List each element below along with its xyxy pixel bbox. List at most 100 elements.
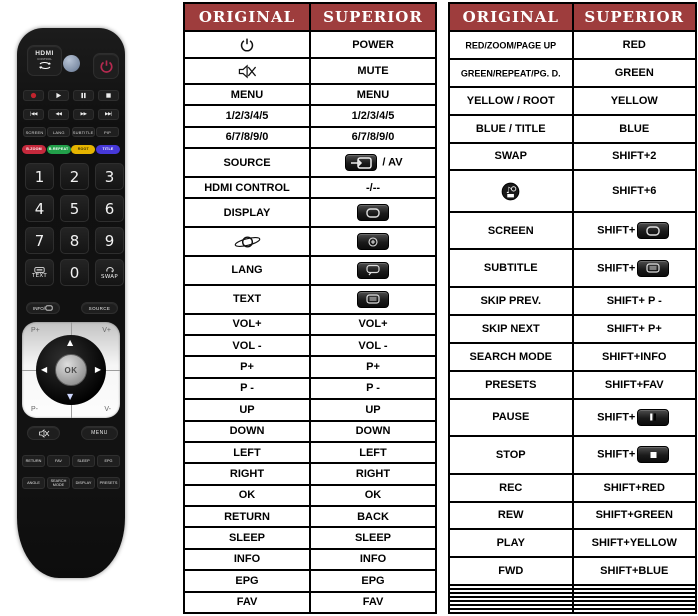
program-down-key[interactable]: P- [31, 406, 38, 413]
power-button[interactable] [93, 53, 119, 79]
digit-3-button[interactable]: 3 [95, 163, 124, 190]
skip-next-button[interactable]: ▶▶| [98, 109, 119, 120]
svg-text:♪: ♪ [506, 186, 511, 196]
digit-6-button[interactable]: 6 [95, 195, 124, 222]
display-key-icon [637, 222, 670, 240]
superior-text: 1/2/3/4/5 [351, 110, 395, 123]
fast-forward-button[interactable]: ▶▶ [73, 109, 94, 120]
digit-8-button[interactable]: 8 [60, 227, 89, 254]
cell-original: LANG [183, 255, 311, 286]
original-text: FAV [236, 596, 258, 609]
table-row: DOWN DOWN [183, 419, 437, 443]
fav-button[interactable]: FAV [47, 455, 70, 467]
source-button[interactable]: SOURCE [81, 302, 118, 314]
stop-btn-icon [642, 449, 664, 461]
volume-down-key[interactable]: V- [104, 406, 111, 413]
display-mini-icon [45, 305, 53, 311]
info-button[interactable]: INFO/ [26, 302, 60, 314]
hdmi-control-button[interactable]: HDMI CONTROL [27, 45, 62, 76]
cell-superior: GREEN [571, 57, 697, 88]
cell-superior: BLUE [571, 113, 697, 144]
swap-button[interactable]: SWAP [95, 259, 124, 286]
superior-text: BLUE [619, 122, 650, 135]
original-text: REC [499, 481, 523, 494]
cell-superior: POWER [309, 29, 437, 60]
text-button[interactable]: TEXT [25, 259, 54, 286]
digit-1-button[interactable]: 1 [25, 163, 54, 190]
digit-5-button[interactable]: 5 [60, 195, 89, 222]
left-arrow-icon[interactable]: ◀ [41, 365, 48, 374]
digit-2-button[interactable]: 2 [60, 163, 89, 190]
cell-superior: RIGHT [309, 462, 437, 486]
root-color-button[interactable]: ROOT [71, 145, 96, 154]
text-btn-icon [642, 262, 664, 274]
program-up-key[interactable]: P+ [31, 327, 40, 334]
original-text: SKIP PREV. [480, 295, 542, 308]
down-arrow-icon[interactable]: ▼ [67, 392, 74, 401]
subtitle-button[interactable]: SUBTITLE [71, 127, 95, 137]
play-button[interactable] [48, 90, 69, 101]
superior-text: SHIFT+BLUE [600, 565, 669, 578]
original-text: PLAY [496, 537, 525, 550]
table-row [183, 226, 437, 258]
cell-superior [571, 588, 697, 595]
table-row: SUBTITLE SHIFT+ [448, 248, 697, 289]
return-button[interactable]: RETURN [22, 455, 45, 467]
menu-button[interactable]: MENU [81, 426, 118, 440]
rewind-button[interactable]: ◀◀ [48, 109, 69, 120]
right-arrow-icon[interactable]: ▶ [94, 365, 101, 374]
original-text: VOL - [232, 339, 262, 352]
source-btn-icon [350, 156, 373, 169]
cell-original: ♪ [448, 169, 574, 213]
table-row: SWAP SHIFT+2 [448, 141, 697, 172]
cell-original: LEFT [183, 440, 311, 465]
table-row: VOL+ VOL+ [183, 312, 437, 337]
b-zoom-color-button[interactable]: B.ZOOM [22, 145, 46, 154]
superior-text: OK [364, 489, 382, 502]
lang-button[interactable]: LANG [47, 127, 71, 137]
dpad[interactable]: ▲ ▼ ◀ ▶ OK [36, 335, 106, 405]
pause-button[interactable] [73, 90, 94, 101]
skip-prev-button[interactable]: |◀◀ [23, 109, 44, 120]
title-color-button[interactable]: TITLE [95, 145, 120, 154]
table-row [448, 584, 697, 591]
presets-button[interactable]: PRESETS [97, 477, 120, 489]
skip-button-row: |◀◀ ◀◀ ▶▶ ▶▶| [23, 109, 119, 120]
info-button-label: INFO/ [33, 305, 45, 311]
table-row [448, 596, 697, 603]
table-row: SOURCE / AV [183, 147, 437, 179]
sleep-button[interactable]: SLEEP [72, 455, 95, 467]
cell-superior: SHIFT+ [571, 210, 697, 251]
screen-button[interactable]: SCREEN [23, 127, 46, 137]
cell-superior: -/-- [309, 175, 437, 200]
swap-arrows-icon [38, 61, 52, 70]
angle-button[interactable]: ANGLE [22, 477, 45, 489]
up-arrow-icon[interactable]: ▲ [67, 338, 74, 347]
superior-text: VOL - [358, 339, 388, 352]
ok-button[interactable]: OK [55, 354, 87, 386]
display-btn-icon [362, 207, 384, 219]
search-mode-button[interactable]: SEARCH MODE [47, 477, 70, 489]
digit-0-button[interactable]: 0 [60, 259, 89, 286]
superior-text: RIGHT [355, 468, 391, 480]
digit-9-button[interactable]: 9 [95, 227, 124, 254]
digit-7-button[interactable]: 7 [25, 227, 54, 254]
original-text: FWD [498, 565, 524, 578]
header-row: ORIGINAL SUPERIOR [183, 2, 437, 32]
cell-superior: INFO [309, 547, 437, 572]
pip-button[interactable]: PIP [95, 127, 119, 137]
digit-4-button[interactable]: 4 [25, 195, 54, 222]
stop-button[interactable] [98, 90, 119, 101]
digit-keypad: 1 2 3 4 5 6 7 8 9 TEXT 0 SWAP [25, 163, 124, 286]
record-button[interactable] [23, 90, 44, 101]
lang-btn-icon [362, 264, 384, 276]
rewind-icon: ◀◀ [55, 112, 62, 117]
mute-button[interactable] [27, 426, 60, 440]
volume-up-key[interactable]: V+ [102, 327, 111, 334]
table-row: FWD SHIFT+BLUE [448, 556, 697, 587]
stop-icon [105, 92, 112, 99]
epg-button[interactable]: EPG [97, 455, 120, 467]
b-repeat-color-button[interactable]: B.REPEAT [46, 145, 71, 154]
display-button[interactable]: DISPLAY [72, 477, 95, 489]
cell-superior: LEFT [309, 440, 437, 465]
